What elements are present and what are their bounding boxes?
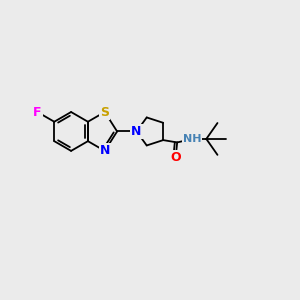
Text: N: N — [100, 144, 110, 158]
Text: F: F — [33, 106, 42, 118]
Text: N: N — [131, 125, 142, 138]
Text: S: S — [100, 106, 109, 118]
Text: NH: NH — [183, 134, 202, 144]
Text: O: O — [170, 151, 181, 164]
